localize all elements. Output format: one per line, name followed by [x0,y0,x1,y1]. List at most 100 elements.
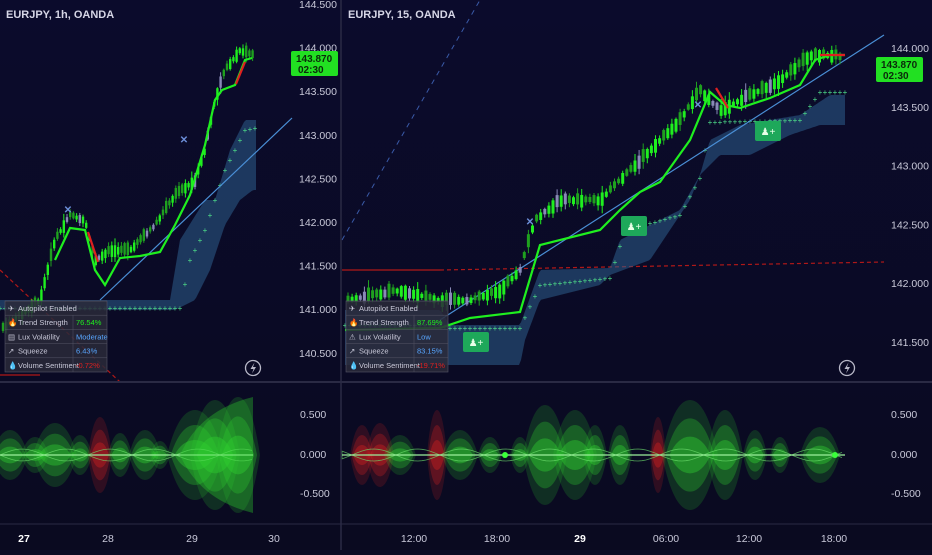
candle [184,183,187,194]
candle [444,292,448,305]
trail-marker: + [823,88,828,97]
candle [498,284,502,299]
candle [719,105,723,116]
right-time-axis[interactable]: 12:00 18:00 29 06:00 12:00 18:00 [401,533,847,545]
candle [506,275,510,287]
candle [104,249,107,259]
trail-marker: + [558,279,563,288]
oscillator-end-dot [832,452,838,458]
candle [731,101,735,106]
left-time-axis[interactable]: 27 28 29 30 [18,533,280,545]
candle [65,217,69,222]
trail-marker: + [818,88,823,97]
trail-marker: + [833,88,838,97]
candle [245,45,248,58]
trail-marker: + [668,214,673,223]
airplane-icon: ✈ [349,304,356,313]
candle [457,296,461,305]
candle [126,242,129,256]
trail-marker: + [618,242,623,251]
candle [174,187,177,199]
stat-value: 6.43% [76,347,98,356]
candle [40,289,43,302]
buy-signal-box[interactable] [755,121,781,141]
time-axis-label: 18:00 [821,533,847,545]
trail-marker: + [593,276,598,285]
stat-label: Volume Sentiment [359,361,421,370]
trail-marker: + [683,202,688,211]
stat-label: Trend Strength [18,318,68,327]
trail-marker: + [523,313,528,322]
candle [238,48,241,54]
candle [678,112,682,125]
candle [559,195,563,207]
right-oscillator-axis[interactable]: 0.500 0.000 -0.500 [891,409,921,500]
candle [222,69,225,77]
candle [576,193,580,205]
left-oscillator-pane[interactable] [0,397,260,513]
stat-value: 87.69% [417,318,443,327]
trail-marker: + [783,116,788,125]
candle [97,255,101,260]
candle [161,209,165,216]
trail-marker: + [123,304,128,313]
candle [187,183,190,188]
left-oscillator-axis[interactable]: 0.500 0.000 -0.500 [300,409,330,500]
candle [723,102,727,116]
oscillator-wave [341,448,843,462]
price-axis-label: 141.500 [299,261,337,273]
candle [555,195,559,208]
trail-marker: + [203,226,208,235]
candle [477,291,481,301]
trail-marker: + [753,117,758,126]
price-axis-label: 143.500 [299,86,337,98]
left-lightning-icon[interactable] [244,359,262,377]
buy-signal-box[interactable] [463,332,489,352]
oscillator-axis-label: -0.500 [891,488,921,500]
trail-marker: + [158,304,163,313]
oscillator-axis-label: 0.000 [300,449,326,461]
trail-marker: + [613,258,618,267]
right-oscillator-pane[interactable] [341,400,845,510]
trend-line [99,117,293,301]
candle [101,251,104,261]
trail-marker: + [188,256,193,265]
candle [666,128,670,139]
candle [707,94,711,106]
trail-marker: + [793,116,798,125]
right-lightning-icon[interactable] [838,359,856,377]
trail-marker: + [473,324,478,333]
trail-marker: + [488,324,493,333]
stat-label: Squeeze [359,347,389,356]
candle [740,94,744,106]
trail-marker: + [448,324,453,333]
buy-signal-box[interactable] [621,216,647,236]
candle [473,295,477,301]
candle [522,252,526,259]
candle [107,246,110,255]
candle [772,78,776,90]
trail-marker: + [788,116,793,125]
bars-icon: ▤ [8,332,15,341]
flame-icon: 🔥 [349,318,358,327]
candle [158,215,161,222]
trail-marker: + [223,166,228,175]
trail-marker: + [708,118,713,127]
price-axis-label: 141.500 [891,337,929,349]
trail-marker: + [178,304,183,313]
candle [613,181,616,189]
drop-icon: 💧 [8,361,17,370]
candle [53,239,56,249]
candle [358,295,362,300]
trail-marker: + [528,303,533,312]
candle [177,186,181,196]
trail-marker: + [653,218,658,227]
right-price-axis[interactable]: 144.000 143.500 143.000 142.500 142.000 141.5… [891,43,929,349]
candle [600,192,604,206]
trail-marker: + [153,304,158,313]
squeeze-icon: ↗ [8,347,14,356]
stat-label: Volume Sentiment [18,361,80,370]
candle [136,239,139,245]
candle [149,227,152,232]
